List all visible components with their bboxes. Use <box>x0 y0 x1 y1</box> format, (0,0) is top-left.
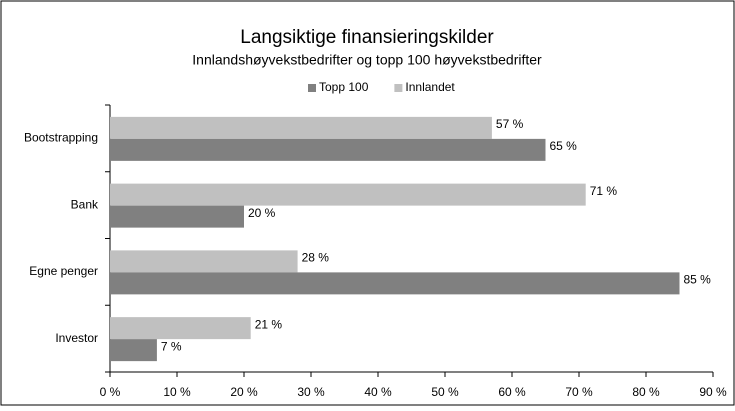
bar <box>110 317 251 340</box>
x-tick-label: 70 % <box>565 385 593 399</box>
value-label: 21 % <box>255 317 283 331</box>
bar <box>110 339 157 362</box>
x-tick-label: 0 % <box>100 385 121 399</box>
value-label: 7 % <box>161 339 182 353</box>
value-label: 85 % <box>684 273 712 287</box>
legend-label: Innlandet <box>405 80 455 94</box>
legend-label: Topp 100 <box>319 80 369 94</box>
value-label: 65 % <box>550 139 578 153</box>
value-label: 28 % <box>302 251 330 265</box>
y-tick-label: Bank <box>71 197 99 211</box>
x-tick-label: 50 % <box>431 385 459 399</box>
bar <box>110 250 298 273</box>
bar <box>110 205 244 228</box>
value-label: 20 % <box>248 206 276 220</box>
y-tick-label: Investor <box>55 331 98 345</box>
x-tick-label: 20 % <box>230 385 258 399</box>
chart-title: Langsiktige finansieringskilder <box>240 27 494 48</box>
x-tick-label: 40 % <box>364 385 392 399</box>
x-tick-label: 60 % <box>498 385 526 399</box>
x-tick-label: 90 % <box>699 385 727 399</box>
bar <box>110 272 680 295</box>
value-label: 57 % <box>496 117 524 131</box>
y-tick-label: Bootstrapping <box>24 131 98 145</box>
legend-swatch <box>308 84 316 92</box>
y-tick-label: Egne penger <box>29 264 98 278</box>
bar <box>110 138 546 161</box>
x-tick-label: 80 % <box>632 385 660 399</box>
bar <box>110 116 492 139</box>
legend-swatch <box>394 84 403 92</box>
value-label: 71 % <box>590 184 618 198</box>
chart-subtitle: Innlandshøyvekstbedrifter og topp 100 hø… <box>192 52 542 68</box>
x-tick-label: 30 % <box>297 385 325 399</box>
x-tick-label: 10 % <box>163 385 191 399</box>
bar <box>110 183 586 206</box>
